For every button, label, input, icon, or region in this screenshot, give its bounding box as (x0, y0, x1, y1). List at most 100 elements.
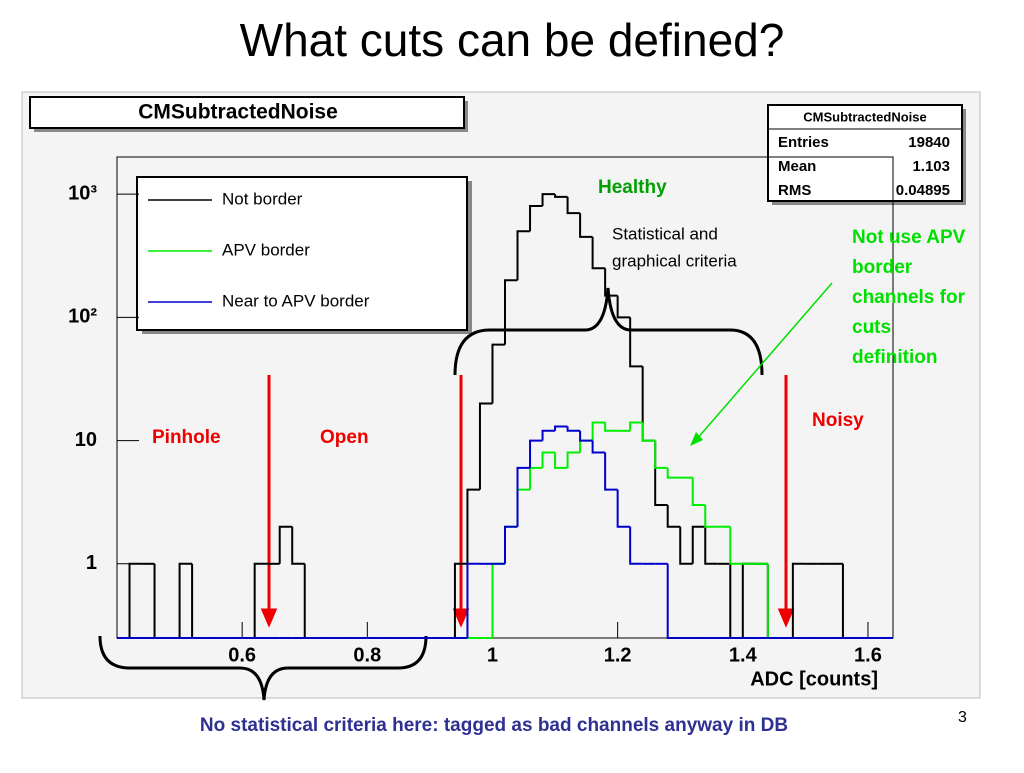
hist-bin (529, 439, 543, 468)
hist-bin (629, 317, 643, 368)
hist-bin (666, 505, 681, 528)
label-criteria: Statistical and (612, 224, 718, 243)
stats-key: Entries (778, 134, 829, 151)
y-tick-label: 10³ (68, 182, 97, 204)
hist-bin (591, 236, 606, 270)
label-apv: channels for (852, 287, 966, 308)
hist-bin (178, 562, 193, 638)
hist-bin (529, 205, 543, 232)
x-tick-label: 1.4 (729, 644, 758, 666)
label-criteria: graphical criteria (612, 251, 737, 270)
hist-bin (616, 295, 631, 319)
hist-bin (604, 268, 618, 297)
legend-box (136, 176, 468, 331)
legend-label: APV border (222, 240, 310, 259)
apv-pointer-head (690, 432, 703, 446)
hist-bin (253, 562, 268, 638)
label-noisy: Noisy (812, 410, 864, 431)
label-pinhole: Pinhole (152, 427, 221, 448)
hist-bin (579, 430, 593, 442)
label-apv: Not use APV (852, 227, 966, 248)
label-open: Open (320, 427, 369, 448)
plot-frame (116, 156, 894, 639)
hist-bin (453, 562, 468, 638)
hist-bin (666, 563, 681, 639)
hist-bin (566, 426, 581, 432)
hist-bin (579, 213, 593, 238)
stats-value: 1.103 (912, 158, 950, 175)
label-apv: cuts (852, 317, 891, 338)
top-brace (453, 287, 764, 376)
hist-bin (466, 562, 480, 638)
hist-bin (791, 562, 806, 638)
hist-bin (641, 422, 656, 442)
arrows (260, 375, 795, 628)
hist-bin (591, 421, 606, 441)
hist-bin (691, 477, 706, 507)
braces (98, 287, 764, 701)
x-tick-label: 0.8 (353, 644, 381, 666)
y-tick-label: 10 (75, 429, 97, 451)
arrow-head (260, 608, 278, 628)
x-tick-label: 1.6 (854, 644, 882, 666)
hist-bin (704, 505, 718, 528)
label-apv: border (852, 257, 913, 278)
hist-bin (554, 425, 568, 431)
arrow-head (452, 608, 470, 628)
stats-title: CMSubtractedNoise (803, 109, 927, 124)
y-tick-label: 1 (86, 552, 97, 574)
hist-bin (554, 194, 568, 198)
hist-bin (128, 562, 143, 638)
stats-key: RMS (778, 182, 811, 199)
hist-bin (554, 452, 568, 469)
hist-bin (541, 429, 556, 441)
hist-bin (591, 440, 606, 454)
hist-bin (541, 451, 556, 468)
hist-bin (566, 196, 581, 215)
hist-bin (541, 193, 556, 207)
x-tick-label: 1 (487, 644, 498, 666)
footer-note: No statistical criteria here: tagged as … (200, 715, 788, 736)
label-healthy: Healthy (598, 177, 667, 198)
hist-bin (604, 422, 618, 432)
hist-bin (604, 452, 618, 491)
hist-bin (666, 467, 681, 479)
hist-bin (629, 421, 643, 431)
apv-pointer (695, 282, 833, 441)
hist-bin (629, 526, 643, 565)
hist-title-box (29, 96, 465, 129)
hist-bin (704, 526, 718, 565)
legend-label: Near to APV border (222, 291, 370, 310)
hist-bin (691, 525, 706, 564)
hist-bin (566, 451, 581, 468)
hist-bin (616, 489, 631, 528)
hist-bin (291, 526, 305, 565)
page-number: 3 (958, 709, 967, 726)
hist-bin (466, 488, 480, 564)
x-axis-label: ADC [counts] (750, 668, 878, 690)
hist-bin (679, 526, 693, 565)
hist-bin (654, 440, 668, 469)
legend-label: Not border (222, 189, 303, 208)
hist-bin (478, 402, 493, 490)
bottom-brace (98, 635, 428, 701)
label-apv: definition (852, 347, 937, 368)
stats-box (767, 104, 963, 202)
hist-bin (516, 466, 531, 527)
hist-bin (516, 230, 531, 281)
hist-bin (504, 525, 518, 564)
hist-bin (729, 526, 743, 565)
hist-bin (491, 343, 505, 404)
hist-title: CMSubtractedNoise (138, 101, 338, 124)
hist-bin (504, 279, 518, 345)
stats-value: 19840 (908, 134, 950, 151)
stats-value: 0.04895 (896, 182, 950, 199)
slide-title: What cuts can be defined? (240, 14, 785, 66)
arrow-head (777, 608, 795, 628)
y-tick-label: 10² (68, 306, 97, 328)
x-tick-label: 1.2 (604, 644, 632, 666)
stats-key: Mean (778, 158, 816, 175)
hist-bin (278, 525, 293, 564)
x-tick-label: 0.6 (228, 644, 256, 666)
